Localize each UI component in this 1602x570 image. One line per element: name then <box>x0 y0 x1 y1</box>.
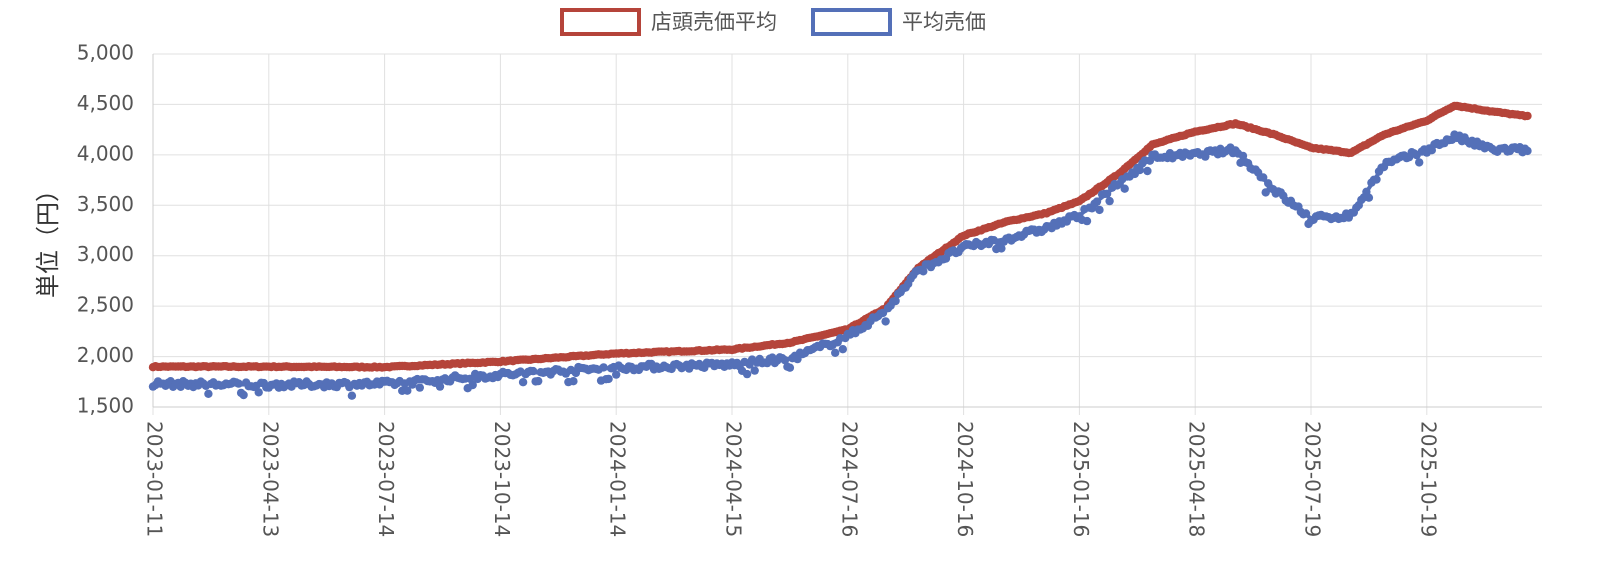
y-tick-label: 3,000 <box>77 242 134 266</box>
x-tick-label: 2025-10-19 <box>1416 421 1440 537</box>
x-tick-label: 2024-10-16 <box>953 421 977 537</box>
data-point <box>1301 209 1311 218</box>
data-point <box>468 380 477 390</box>
data-point <box>838 345 847 354</box>
data-point <box>997 244 1006 253</box>
data-point <box>1238 151 1248 161</box>
series-0 <box>148 101 1532 372</box>
x-tick-label: 2024-04-15 <box>722 421 746 537</box>
legend-label: 店頭売価平均 <box>651 10 777 34</box>
data-point <box>785 363 795 372</box>
data-point <box>1102 189 1112 198</box>
y-tick-label: 2,000 <box>77 343 134 367</box>
x-tick-label: 2025-07-19 <box>1301 421 1325 537</box>
x-tick-label: 2023-07-14 <box>374 421 398 537</box>
legend-item-1[interactable]: 平均売価 <box>811 8 986 36</box>
data-point <box>204 389 213 398</box>
legend-label: 平均売価 <box>902 10 986 34</box>
data-point <box>569 377 578 386</box>
x-tick-label: 2025-04-18 <box>1185 421 1209 537</box>
legend-swatch <box>811 8 892 36</box>
data-point <box>599 363 608 372</box>
data-point <box>234 379 243 388</box>
legend-item-0[interactable]: 店頭売価平均 <box>560 8 777 36</box>
y-tick-label: 3,500 <box>77 192 134 216</box>
x-tick-label: 2024-01-14 <box>606 421 630 537</box>
data-point <box>919 267 928 276</box>
data-point <box>1095 205 1104 215</box>
y-tick-label: 4,500 <box>77 91 134 115</box>
data-point <box>528 366 538 376</box>
data-point <box>1259 173 1268 182</box>
data-point <box>1120 184 1129 193</box>
data-point <box>1364 193 1374 202</box>
data-point <box>1135 165 1145 175</box>
plot-area <box>148 101 1532 400</box>
x-axis-ticks: 2023-01-11 2023-04-13 2023-07-14 2023-10-14… <box>143 421 1441 537</box>
data-point <box>780 356 790 365</box>
series-1 <box>148 130 1532 400</box>
data-point <box>1372 175 1381 184</box>
y-axis-title: 単位（円） <box>34 178 62 298</box>
data-point <box>254 388 263 397</box>
y-tick-label: 5,000 <box>77 41 134 65</box>
data-point <box>435 382 445 391</box>
y-tick-label: 1,500 <box>77 394 134 418</box>
x-tick-label: 2024-07-16 <box>837 421 861 537</box>
data-point <box>1143 166 1152 176</box>
x-tick-label: 2023-10-14 <box>490 421 514 537</box>
data-point <box>1105 196 1114 206</box>
data-point <box>534 376 543 386</box>
x-tick-label: 2025-01-16 <box>1069 421 1093 537</box>
y-axis-ticks: 5,000 4,500 4,000 3,500 3,000 2,500 2,000 1,500 <box>77 41 134 418</box>
data-point <box>881 317 890 326</box>
data-point <box>1523 146 1532 156</box>
data-point <box>831 348 840 357</box>
x-tick-label: 2023-01-11 <box>143 421 167 537</box>
data-point <box>1415 158 1424 167</box>
data-point <box>415 383 424 392</box>
data-point <box>1523 111 1532 121</box>
data-point <box>347 391 357 400</box>
legend[interactable]: 店頭売価平均 平均売価 <box>560 8 986 36</box>
data-point <box>742 369 752 379</box>
data-point <box>403 386 412 395</box>
data-point <box>1092 197 1102 206</box>
data-point <box>239 390 248 400</box>
y-tick-label: 2,500 <box>77 293 134 317</box>
x-tick-label: 2023-04-13 <box>258 421 282 537</box>
legend-swatch <box>560 8 641 36</box>
chart-grid <box>152 53 1542 415</box>
y-tick-label: 4,000 <box>77 141 134 165</box>
data-point <box>750 366 759 375</box>
data-point <box>1082 216 1092 226</box>
data-point <box>612 370 621 379</box>
data-point <box>604 374 613 384</box>
data-point <box>518 378 528 387</box>
data-point <box>891 296 900 306</box>
